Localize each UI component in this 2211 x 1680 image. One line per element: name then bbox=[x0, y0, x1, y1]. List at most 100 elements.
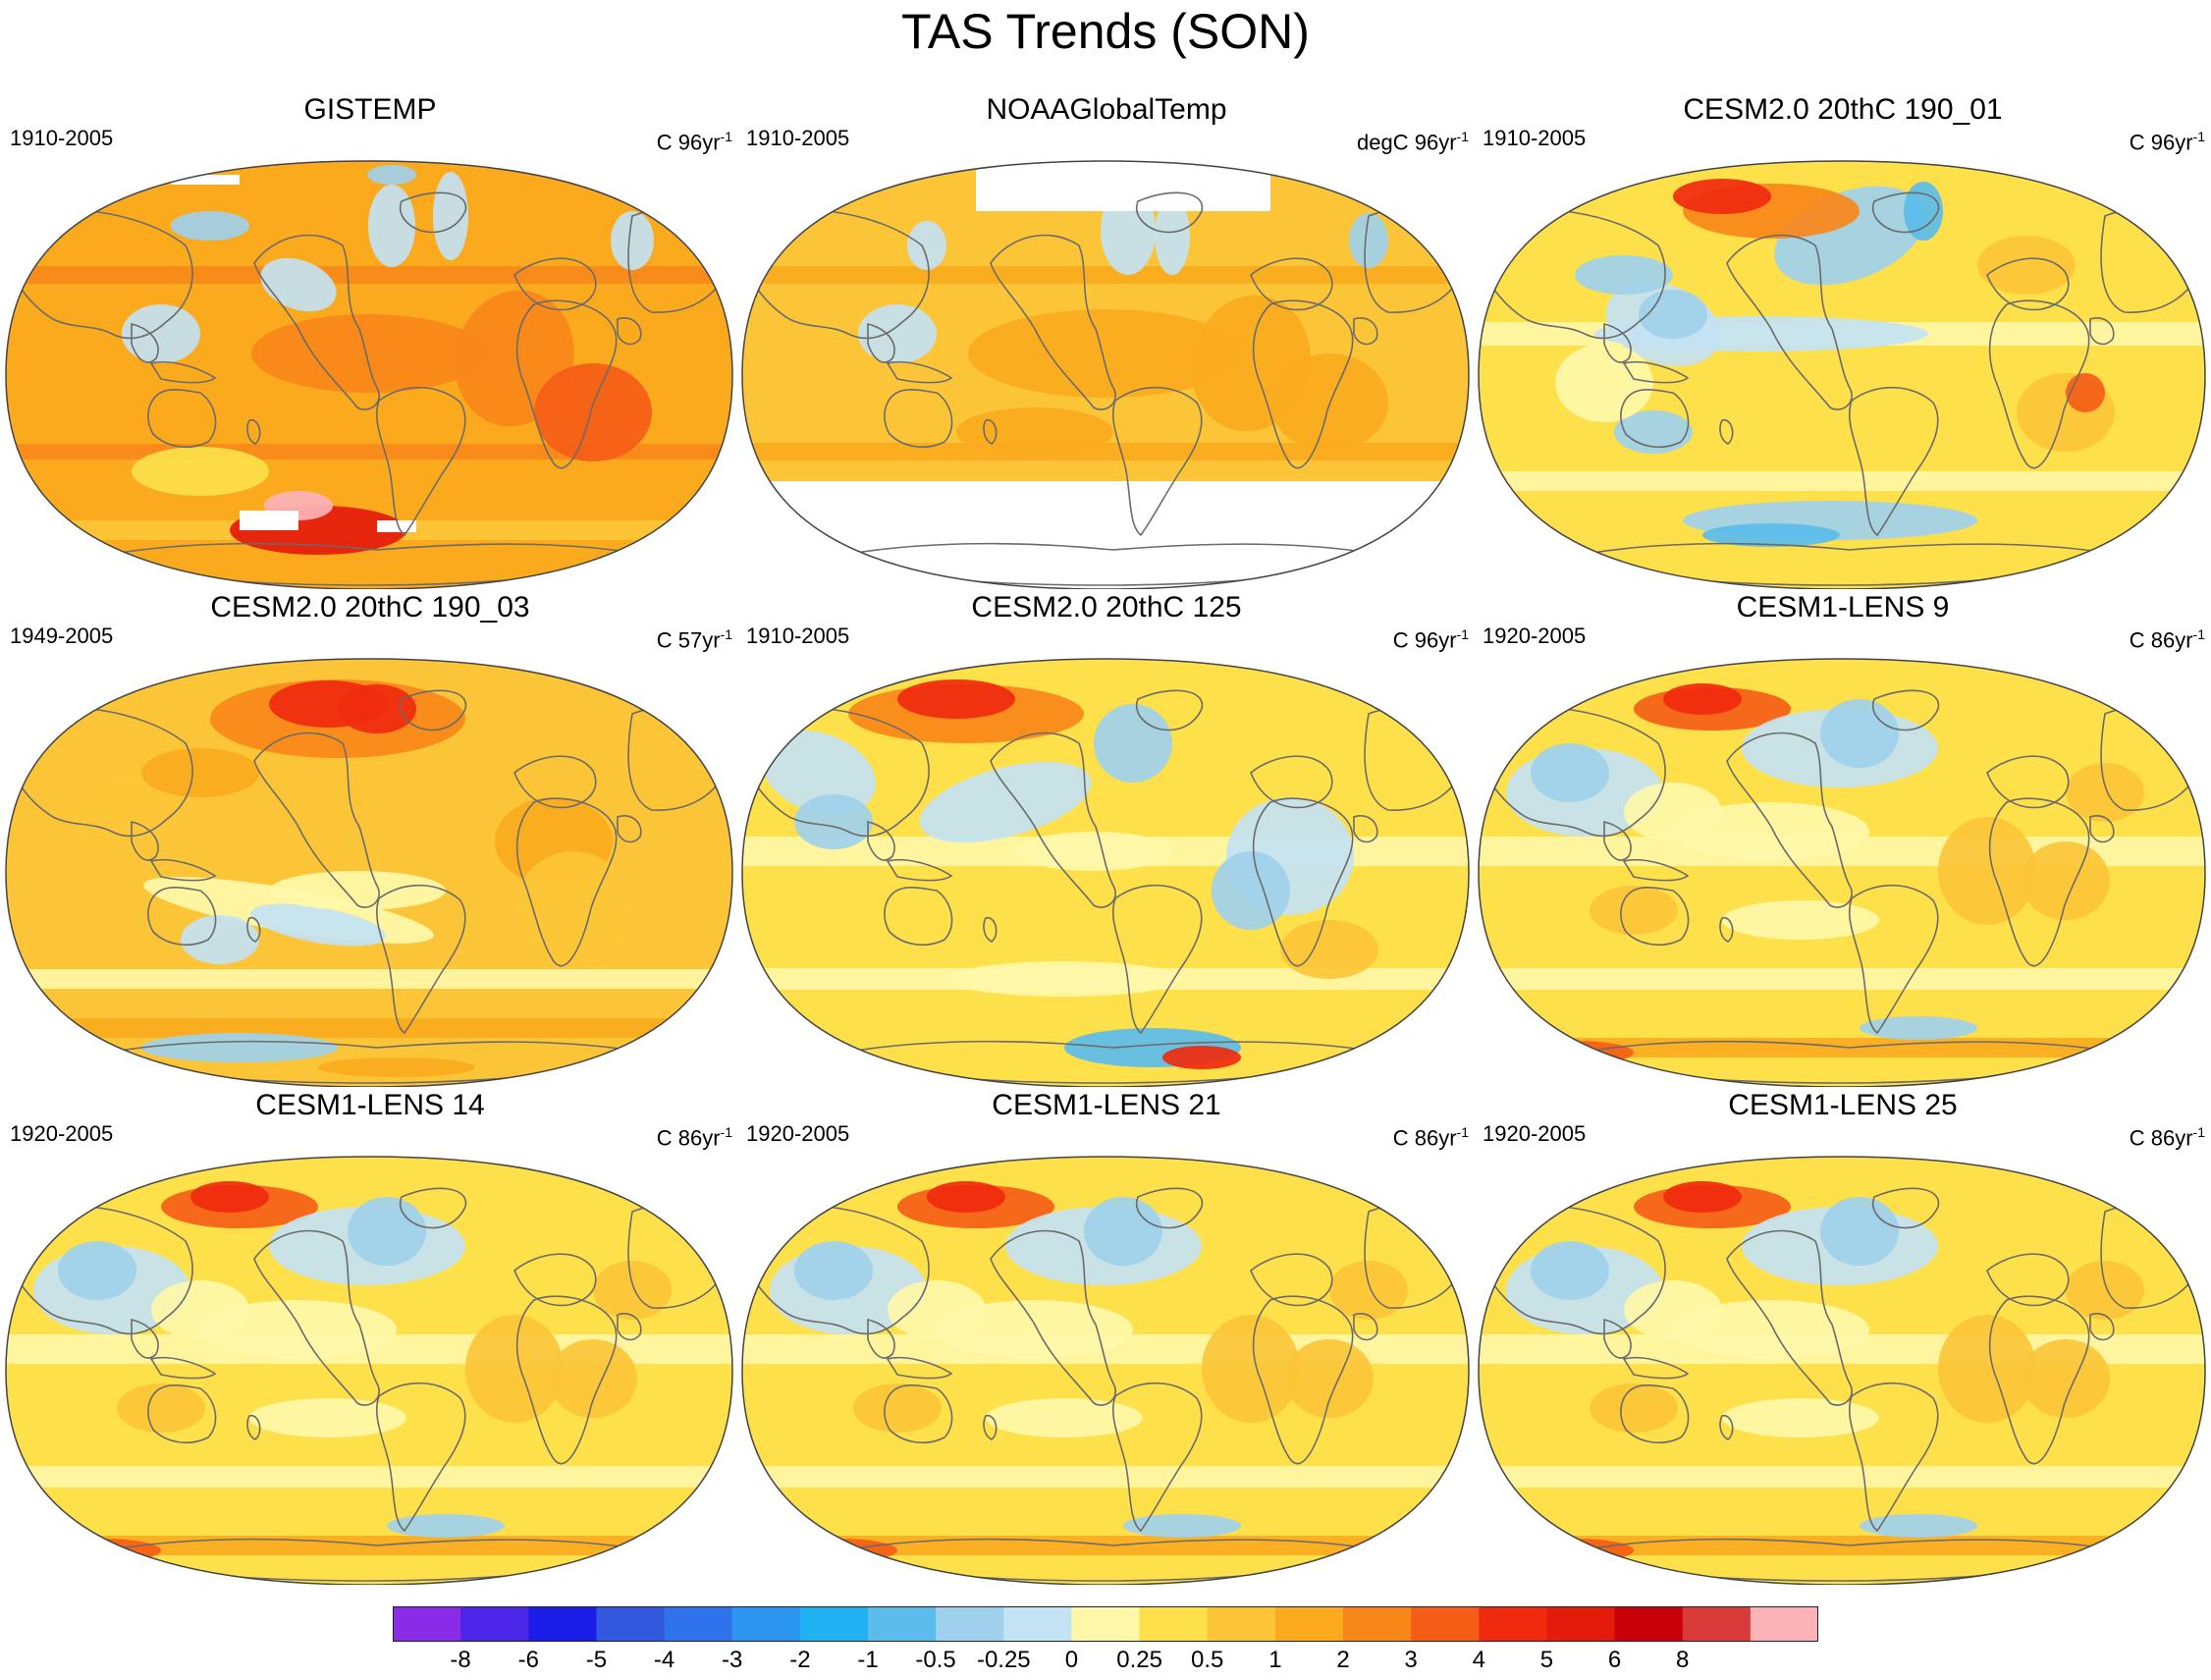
coastline bbox=[1719, 1415, 1734, 1440]
colorbar-swatch bbox=[1274, 1606, 1344, 1642]
coastline bbox=[375, 1382, 466, 1533]
coastline bbox=[131, 322, 159, 363]
trend-anomaly-region bbox=[1702, 523, 1840, 547]
panel-period: 1910-2005 bbox=[746, 126, 850, 150]
coastline bbox=[1986, 755, 2070, 809]
coastline bbox=[147, 1383, 217, 1444]
colorbar-tick-label: 0.5 bbox=[1191, 1647, 1224, 1673]
coastline bbox=[1250, 1253, 1333, 1307]
panel-title: CESM1-LENS 9 bbox=[1736, 591, 1950, 623]
colorbar-swatch bbox=[868, 1606, 937, 1642]
trend-anomaly-region bbox=[1722, 1398, 1879, 1437]
trend-anomaly-region bbox=[249, 903, 387, 947]
coastline bbox=[886, 360, 953, 384]
trend-anomaly-region bbox=[1555, 344, 1653, 422]
trend-anomaly-region bbox=[1015, 832, 1172, 871]
coastline bbox=[515, 299, 618, 469]
coastline bbox=[1726, 732, 1853, 908]
map-border bbox=[1478, 1156, 2206, 1585]
coastline bbox=[1250, 755, 1333, 809]
coastline bbox=[253, 234, 380, 410]
trend-map bbox=[1478, 1156, 2206, 1585]
missing-data-region bbox=[742, 481, 1469, 589]
colorbar-swatch bbox=[664, 1606, 733, 1642]
trend-anomaly-region bbox=[1673, 1300, 1869, 1359]
trend-anomaly-region bbox=[1673, 802, 1869, 861]
coastline bbox=[1252, 797, 1354, 967]
colorbar-swatch bbox=[1139, 1606, 1209, 1642]
trend-anomaly-region bbox=[1280, 920, 1378, 979]
coastline bbox=[253, 1229, 380, 1406]
colorbar-swatch bbox=[1003, 1606, 1072, 1642]
panel-period: 1920-2005 bbox=[1483, 623, 1587, 648]
coastline bbox=[1603, 820, 1632, 861]
coastline bbox=[617, 1313, 642, 1341]
coastline bbox=[515, 797, 618, 967]
trend-anomaly-region bbox=[534, 363, 652, 461]
trend-anomaly-region bbox=[761, 731, 877, 815]
map-border bbox=[5, 1156, 733, 1585]
coastline bbox=[1252, 1295, 1354, 1465]
panel-cesm1-lens-21: CESM1-LENS 21 1920-2005 C 86yr-1 bbox=[738, 1088, 1475, 1585]
coastline bbox=[400, 689, 467, 732]
trend-anomaly-region bbox=[368, 185, 415, 267]
colorbar-swatch bbox=[1343, 1606, 1412, 1642]
trend-band bbox=[6, 969, 732, 989]
coastline bbox=[513, 1253, 597, 1307]
coastline bbox=[131, 1318, 159, 1359]
trend-anomaly-region bbox=[387, 1514, 505, 1538]
coastline bbox=[1622, 858, 1690, 882]
trend-anomaly-region bbox=[853, 1383, 942, 1433]
coastline bbox=[375, 884, 466, 1035]
colorbar-swatch bbox=[1682, 1606, 1752, 1642]
trend-map bbox=[5, 1156, 733, 1585]
map-border bbox=[741, 1156, 1470, 1585]
colorbar-tick-label: 5 bbox=[1539, 1647, 1554, 1673]
coastline bbox=[884, 1383, 953, 1444]
trend-band bbox=[742, 266, 1469, 284]
coastline bbox=[990, 1229, 1116, 1406]
coastline bbox=[1848, 884, 1939, 1035]
coastline bbox=[983, 917, 998, 943]
trend-anomaly-region bbox=[919, 761, 1092, 843]
trend-anomaly-region bbox=[1575, 255, 1673, 295]
coastline bbox=[884, 388, 953, 449]
coastline bbox=[983, 419, 998, 445]
trend-anomaly-region bbox=[564, 196, 622, 265]
trend-anomaly-region bbox=[433, 172, 468, 260]
colorbar-swatch bbox=[1479, 1606, 1547, 1642]
colorbar-labels: -8 -6 -5 -4 -3 -2 -1 -0.5 -0.25 0 0.25 0.5 1 2 3 4 5 6 8 bbox=[393, 1646, 1818, 1675]
coastline bbox=[1622, 360, 1690, 384]
colorbar-tick-label: -3 bbox=[722, 1647, 743, 1673]
panel-title: CESM1-LENS 14 bbox=[255, 1089, 485, 1121]
trend-anomaly-region bbox=[1531, 1241, 1609, 1300]
coastline bbox=[1848, 386, 1939, 537]
coastline bbox=[990, 234, 1116, 410]
coastline bbox=[513, 755, 597, 809]
coastline bbox=[617, 815, 642, 843]
trend-anomaly-region bbox=[1977, 236, 2076, 295]
coastline bbox=[2089, 1313, 2115, 1341]
coastline bbox=[867, 820, 895, 861]
trend-anomaly-region bbox=[1904, 182, 1943, 241]
coastline bbox=[1988, 299, 2090, 469]
coastline bbox=[1603, 322, 1632, 363]
colorbar-tick-label: 2 bbox=[1336, 1647, 1350, 1673]
coastline bbox=[147, 886, 217, 947]
coastline bbox=[1111, 1382, 1203, 1533]
trend-map bbox=[741, 658, 1470, 1087]
trend-anomaly-region bbox=[1123, 1514, 1241, 1538]
panel-period: 1920-2005 bbox=[746, 1121, 850, 1146]
trend-anomaly-region bbox=[611, 211, 654, 270]
coastline bbox=[742, 706, 930, 838]
trend-anomaly-region bbox=[249, 1398, 406, 1437]
coastline bbox=[1622, 1356, 1690, 1380]
trend-anomaly-region bbox=[1516, 1539, 1634, 1562]
trend-anomaly-region bbox=[1212, 851, 1290, 930]
trend-anomaly-region bbox=[897, 679, 1015, 719]
trend-anomaly-region bbox=[1329, 1261, 1408, 1320]
coastline bbox=[990, 732, 1116, 908]
panel-units: C 86yr-1 bbox=[2129, 626, 2205, 653]
trend-anomaly-region bbox=[514, 851, 632, 969]
coastline bbox=[6, 706, 193, 838]
